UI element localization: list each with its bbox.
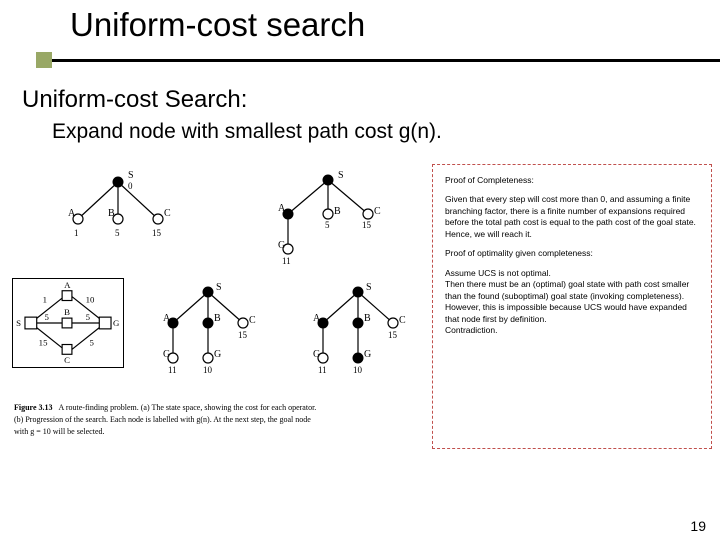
svg-text:11: 11	[168, 365, 177, 375]
accent-square	[36, 52, 52, 68]
svg-text:A: A	[64, 280, 71, 290]
horizontal-rule	[52, 59, 720, 62]
svg-text:(b) Progression of the search.: (b) Progression of the search. Each node…	[14, 415, 311, 424]
svg-text:0: 0	[128, 181, 133, 191]
svg-text:1: 1	[74, 228, 79, 238]
svg-text:A: A	[68, 208, 76, 219]
svg-text:Figure 3.13 A route-finding: Figure 3.13 A route-finding problem. (a)…	[14, 403, 316, 412]
svg-text:5: 5	[90, 337, 95, 347]
svg-text:C: C	[374, 206, 381, 217]
svg-text:S: S	[128, 170, 134, 181]
svg-text:15: 15	[238, 330, 248, 340]
svg-text:10: 10	[203, 365, 213, 375]
proof-completeness-body: Given that every step will cost more tha…	[445, 194, 699, 240]
svg-text:C: C	[164, 208, 171, 219]
svg-text:C: C	[249, 315, 256, 326]
svg-text:B: B	[64, 307, 70, 317]
svg-text:C: C	[399, 315, 406, 326]
svg-text:A: A	[313, 313, 321, 324]
svg-text:A: A	[163, 313, 171, 324]
tree-diagram-2: S A B C 5 15 G 11	[218, 164, 428, 274]
svg-text:10: 10	[353, 365, 363, 375]
svg-text:11: 11	[318, 365, 327, 375]
proof-optimality-body: Assume UCS is not optimal. Then there mu…	[445, 268, 699, 337]
svg-text:11: 11	[282, 256, 291, 266]
svg-text:G: G	[278, 240, 285, 251]
svg-text:5: 5	[86, 312, 91, 322]
svg-text:15: 15	[362, 220, 372, 230]
diagram-column: S 0 A B C 1 5 15 S A	[8, 164, 428, 449]
tree-diagram-3: S A B C 15 G 11 G 10	[128, 278, 278, 398]
route-graph: S A B C G 1 5 15 10 5 5	[12, 278, 124, 368]
proof-completeness-heading: Proof of Completeness:	[445, 175, 699, 186]
svg-text:G: G	[214, 349, 221, 360]
svg-text:5: 5	[115, 228, 120, 238]
svg-text:S: S	[16, 318, 21, 328]
figure-caption: Figure 3.13 A route-finding problem. (a)…	[8, 398, 428, 444]
svg-text:B: B	[364, 313, 371, 324]
svg-text:10: 10	[86, 294, 95, 304]
svg-text:15: 15	[388, 330, 398, 340]
proof-optimality-heading: Proof of optimality given completeness:	[445, 248, 699, 259]
tree-diagram-4: S A B C 15 G 11 G 10	[278, 278, 428, 398]
svg-text:S: S	[216, 282, 222, 293]
page-number: 19	[690, 518, 706, 534]
tree-diagram-1: S 0 A B C 1 5 15	[8, 164, 218, 244]
svg-text:B: B	[214, 313, 221, 324]
svg-text:A: A	[278, 203, 286, 214]
svg-text:15: 15	[152, 228, 162, 238]
svg-text:B: B	[108, 208, 115, 219]
svg-text:G: G	[163, 349, 170, 360]
svg-text:15: 15	[39, 337, 48, 347]
svg-text:G: G	[113, 318, 120, 328]
svg-text:G: G	[364, 349, 371, 360]
svg-text:C: C	[64, 355, 70, 365]
svg-text:S: S	[338, 170, 344, 181]
description: Expand node with smallest path cost g(n)…	[0, 114, 720, 144]
svg-text:with g = 10 will be selected.: with g = 10 will be selected.	[14, 427, 105, 436]
subtitle: Uniform-cost Search:	[0, 68, 720, 114]
proof-box: Proof of Completeness: Given that every …	[432, 164, 712, 449]
svg-text:G: G	[313, 349, 320, 360]
svg-text:S: S	[366, 282, 372, 293]
svg-text:B: B	[334, 206, 341, 217]
svg-text:1: 1	[43, 294, 47, 304]
svg-text:5: 5	[45, 312, 50, 322]
slide-title: Uniform-cost search	[70, 6, 720, 44]
svg-text:5: 5	[325, 220, 330, 230]
title-rule	[0, 52, 720, 68]
